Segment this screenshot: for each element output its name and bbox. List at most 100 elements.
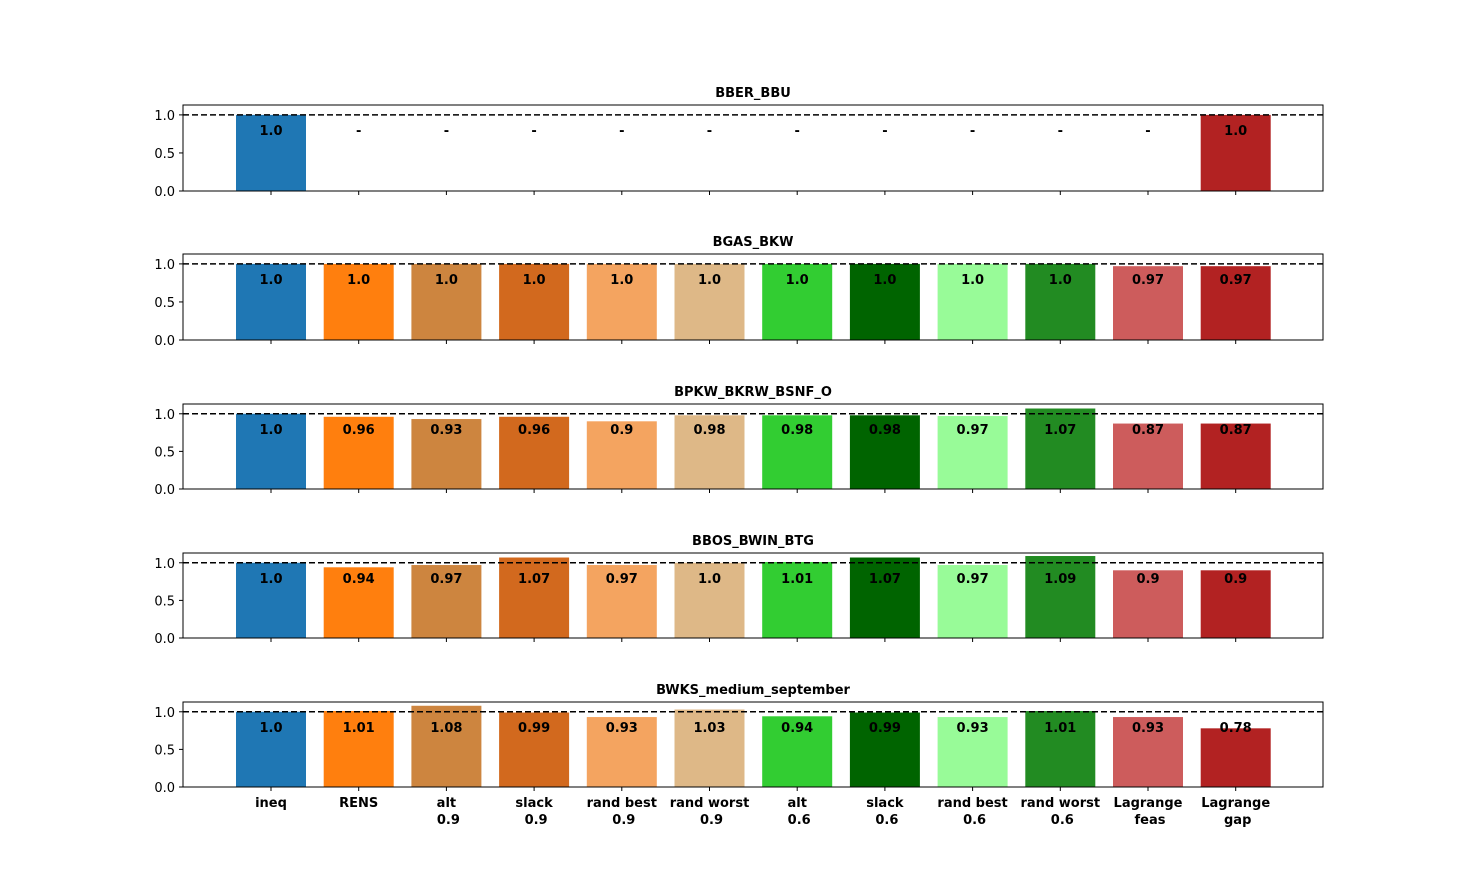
bar	[1200, 570, 1271, 638]
bar-label: -	[531, 124, 536, 139]
bar-label: 1.03	[693, 721, 725, 736]
bar-label: 0.98	[869, 423, 901, 438]
bar-label: 0.87	[1132, 423, 1164, 438]
bar-label: 0.98	[781, 423, 813, 438]
bar-label: 1.01	[1044, 721, 1076, 736]
x-tick-label: 0.9	[700, 813, 723, 828]
x-tick-label: alt	[437, 796, 456, 811]
panel-title: BBER_BBU	[715, 86, 791, 101]
bar	[236, 562, 306, 638]
bar-label: 0.93	[1132, 721, 1164, 736]
bar-label: 1.08	[430, 721, 462, 736]
y-tick-label: 1.0	[154, 258, 175, 273]
y-tick-label: 0.5	[154, 594, 175, 609]
bar	[762, 415, 833, 489]
panel-title: BGAS_BKW	[713, 235, 794, 250]
bar	[499, 712, 570, 787]
bar-label: 0.99	[869, 721, 901, 736]
axes-frame	[182, 104, 1324, 192]
bar-label: 1.0	[961, 273, 984, 288]
bar-label: 0.99	[518, 721, 550, 736]
bar-label: -	[1145, 124, 1150, 139]
bar-label: -	[356, 124, 361, 139]
bar	[1200, 728, 1271, 787]
bar-label: 1.0	[259, 423, 282, 438]
x-tick-label: 0.6	[875, 813, 898, 828]
y-tick-label: 0.0	[154, 334, 175, 349]
bar-label: 1.01	[781, 572, 813, 587]
x-tick-label: slack	[515, 796, 553, 811]
bar-label: -	[1058, 124, 1063, 139]
x-tick-label: gap	[1224, 813, 1251, 828]
y-tick-label: 0.0	[154, 483, 175, 498]
x-tick-label: rand best	[937, 796, 1007, 811]
bar-label: 1.0	[873, 273, 896, 288]
bar	[937, 416, 1008, 489]
x-tick-label: ineq	[255, 796, 287, 811]
bar-label: 1.0	[523, 273, 546, 288]
x-tick-label: alt	[787, 796, 806, 811]
bar-label: 0.97	[957, 572, 989, 587]
bar	[762, 263, 833, 340]
bar	[323, 416, 394, 489]
y-tick-label: 0.0	[154, 185, 175, 200]
bar-label: 0.96	[518, 423, 550, 438]
bar-label: 1.0	[259, 572, 282, 587]
bar	[849, 263, 920, 340]
bar-label: 0.93	[430, 423, 462, 438]
x-tick-label: Lagrange	[1114, 796, 1183, 811]
bar	[586, 263, 657, 340]
bar-label: 1.07	[869, 572, 901, 587]
bar	[937, 717, 1008, 787]
panel-title: BBOS_BWIN_BTG	[692, 534, 814, 549]
bar	[499, 416, 570, 489]
panel-title: BPKW_BKRW_BSNF_O	[674, 385, 832, 400]
bar	[849, 415, 920, 489]
bar-label: 0.96	[343, 423, 375, 438]
axes-frame	[182, 552, 1324, 639]
bar-label: 1.0	[259, 273, 282, 288]
y-tick-label: 1.0	[154, 706, 175, 721]
y-tick-label: 0.0	[154, 632, 175, 647]
y-tick-label: 1.0	[154, 557, 175, 572]
bar	[1113, 570, 1183, 638]
bar	[586, 421, 657, 489]
bar	[674, 562, 745, 638]
y-tick-label: 0.5	[154, 445, 175, 460]
bar-label: 0.93	[606, 721, 638, 736]
panel-title: BWKS_medium_september	[656, 683, 850, 698]
x-tick-label: Lagrange	[1201, 796, 1270, 811]
x-tick-label: slack	[866, 796, 904, 811]
bar	[1113, 717, 1183, 787]
bar	[674, 263, 745, 340]
bar	[236, 114, 306, 191]
bar	[411, 263, 482, 340]
bar	[499, 263, 570, 340]
x-tick-label: rand worst	[670, 796, 750, 811]
bar-label: 0.9	[1136, 572, 1159, 587]
x-tick-label: rand worst	[1021, 796, 1101, 811]
x-tick-label: feas	[1135, 813, 1166, 828]
y-tick-label: 0.5	[154, 743, 175, 758]
axes-frame	[182, 701, 1324, 788]
bar-label: -	[619, 124, 624, 139]
x-tick-label: 0.6	[788, 813, 811, 828]
bar-label: 1.0	[435, 273, 458, 288]
bar-label: 1.0	[347, 273, 370, 288]
bar-label: 1.0	[786, 273, 809, 288]
x-tick-label: 0.9	[437, 813, 460, 828]
bar	[1025, 408, 1096, 489]
bar-label: -	[970, 124, 975, 139]
y-tick-label: 0.0	[154, 781, 175, 796]
bar-label: 1.0	[698, 572, 721, 587]
bar	[674, 709, 745, 787]
bar	[1113, 423, 1183, 489]
bar	[323, 711, 394, 787]
bar-label: 0.97	[957, 423, 989, 438]
x-tick-label: rand best	[587, 796, 657, 811]
bar-label: -	[794, 124, 799, 139]
bar	[849, 557, 920, 638]
bar-label: 1.07	[1044, 423, 1076, 438]
bar	[323, 567, 394, 638]
